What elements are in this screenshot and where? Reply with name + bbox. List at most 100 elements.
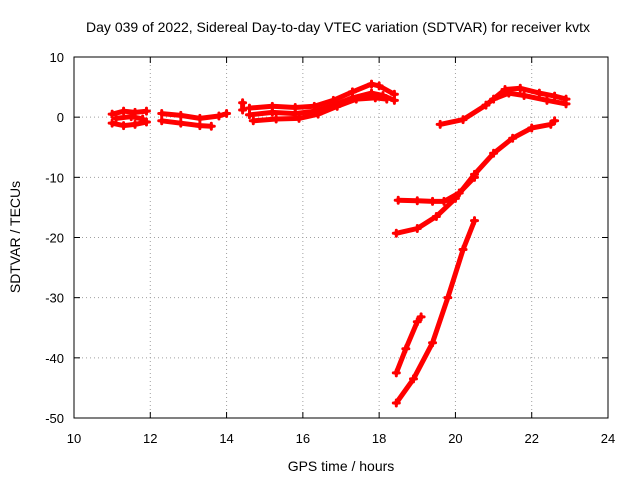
data-point (313, 109, 323, 119)
data-point (294, 113, 304, 123)
data-point (351, 94, 361, 104)
data-point (546, 119, 556, 129)
data-point (248, 116, 258, 126)
data-point (527, 123, 537, 133)
y-tick-label: -10 (45, 170, 64, 185)
data-point (458, 115, 468, 125)
data-point (391, 368, 401, 378)
data-point (550, 91, 560, 101)
data-point (504, 88, 514, 98)
series-arc-2b (159, 118, 214, 129)
x-tick-label: 12 (143, 431, 157, 446)
data-point (107, 118, 117, 128)
data-point (138, 114, 148, 124)
x-axis-ticks: 10 12 14 16 18 20 22 24 (67, 57, 615, 446)
data-point (481, 100, 491, 110)
x-tick-label: 24 (601, 431, 615, 446)
data-point (450, 193, 460, 203)
data-point (561, 99, 571, 109)
data-point (107, 109, 117, 119)
series-arc-8 (393, 218, 477, 406)
data-point (176, 110, 186, 120)
data-point (391, 228, 401, 238)
series-arc-7 (393, 314, 424, 376)
data-point (389, 95, 399, 105)
data-series (107, 79, 571, 408)
data-point (119, 106, 129, 116)
data-point (470, 169, 479, 179)
y-tick-label: -40 (45, 351, 64, 366)
y-tick-label: -50 (45, 411, 64, 426)
y-tick-label: 10 (50, 50, 64, 65)
y-tick-label: 0 (57, 110, 64, 125)
x-tick-label: 16 (296, 431, 310, 446)
data-point (367, 88, 377, 98)
data-point (428, 338, 438, 348)
data-point (431, 211, 441, 221)
data-point (195, 113, 205, 123)
data-point (412, 317, 422, 327)
data-point (508, 133, 518, 143)
data-point (412, 196, 422, 206)
data-point (470, 216, 479, 226)
data-point (416, 312, 426, 322)
data-point (534, 88, 544, 98)
data-point (489, 94, 499, 104)
data-point (157, 109, 167, 119)
series-arc-1a (109, 108, 149, 117)
data-point (195, 121, 205, 131)
data-point (393, 195, 403, 205)
y-axis-ticks: 10 0 -10 -20 -30 -40 -50 (45, 50, 608, 426)
data-point (130, 119, 140, 129)
data-point (382, 94, 392, 104)
y-axis-label: SDTVAR / TECUs (7, 181, 23, 293)
data-point (130, 107, 140, 117)
data-point (111, 113, 121, 123)
data-point (370, 93, 380, 103)
data-point (367, 79, 377, 89)
data-point (391, 398, 401, 408)
data-point (119, 121, 129, 131)
data-point (244, 103, 254, 113)
data-point (244, 110, 254, 120)
data-point (176, 118, 186, 128)
data-point (238, 98, 248, 108)
x-tick-label: 22 (524, 431, 538, 446)
data-point (443, 293, 453, 303)
data-point (519, 91, 529, 101)
data-point (515, 83, 525, 93)
x-axis-label: GPS time / hours (288, 458, 395, 474)
series-arc-1b (109, 119, 149, 129)
data-point (428, 196, 438, 206)
data-point (332, 101, 342, 111)
data-point (141, 106, 151, 116)
data-point (401, 344, 411, 354)
x-tick-label: 10 (67, 431, 81, 446)
x-tick-label: 20 (448, 431, 462, 446)
data-point (435, 119, 445, 129)
data-point (267, 107, 277, 117)
data-point (157, 116, 167, 126)
y-tick-label: -20 (45, 231, 64, 246)
x-tick-label: 18 (372, 431, 386, 446)
data-point (489, 148, 499, 158)
data-point (126, 112, 136, 122)
data-point (550, 116, 560, 126)
data-point (290, 109, 300, 119)
data-point (542, 95, 552, 105)
y-tick-label: -30 (45, 291, 64, 306)
data-point (238, 105, 248, 115)
grid-lines (74, 57, 608, 418)
data-point (222, 109, 232, 119)
data-point (412, 223, 422, 233)
series-arc-6 (393, 118, 558, 236)
x-tick-label: 14 (219, 431, 233, 446)
data-point (374, 81, 384, 91)
data-point (458, 245, 468, 255)
data-point (206, 121, 216, 131)
chart-title: Day 039 of 2022, Sidereal Day-to-day VTE… (86, 19, 590, 35)
data-point (214, 111, 224, 121)
data-point (500, 84, 510, 94)
data-point (271, 114, 281, 124)
